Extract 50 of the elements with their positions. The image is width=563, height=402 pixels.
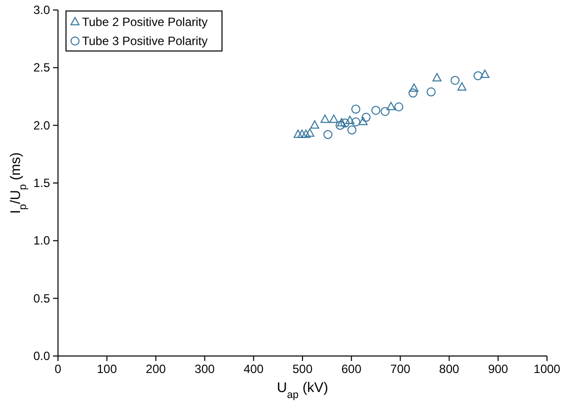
point [371,106,380,115]
y-tick-label: 1.5 [33,176,50,190]
x-tick-label: 800 [439,362,460,376]
x-tick-label: 700 [390,362,411,376]
legend-label: Tube 3 Positive Polarity [82,34,208,48]
point [310,120,320,129]
x-tick-label: 400 [244,362,264,376]
point [351,104,360,114]
point [320,114,330,123]
y-tick-label: 1.0 [33,234,50,248]
point [301,130,310,138]
point [408,88,418,98]
point [358,116,368,126]
point [409,83,418,92]
x-tick-label: 1000 [534,362,561,376]
legend-label: Tube 2 Positive Polarity [82,15,208,29]
point [474,71,483,80]
y-tick-label: 0.0 [33,349,50,363]
point [351,117,360,126]
point [426,87,436,96]
point [329,114,338,123]
point [394,102,404,112]
y-tick-label: 3.0 [33,3,50,17]
point [380,106,390,116]
point [305,128,314,137]
point [457,82,466,91]
x-tick-label: 200 [146,362,166,376]
point [323,130,332,140]
x-tick-label: 0 [54,362,62,376]
x-tick-label: 100 [96,362,118,376]
x-tick-label: 900 [488,362,508,376]
point [298,130,307,138]
point [340,118,350,128]
point [336,120,345,130]
x-axis-title: U$_{ap}$ (kV) [276,379,328,401]
point [450,76,460,85]
x-tick-label: 500 [292,362,313,376]
point [480,70,490,78]
point [337,118,346,126]
point [345,116,354,124]
x-tick-label: 600 [341,362,362,376]
point [362,112,371,122]
point [432,73,442,82]
y-tick-label: 0.5 [33,291,50,306]
x-tick-label: 300 [194,362,216,376]
y-tick-label: 2.5 [33,60,50,75]
point [386,102,396,110]
point [294,130,303,138]
y-tick-label: 2.0 [33,118,50,132]
point [347,125,356,134]
